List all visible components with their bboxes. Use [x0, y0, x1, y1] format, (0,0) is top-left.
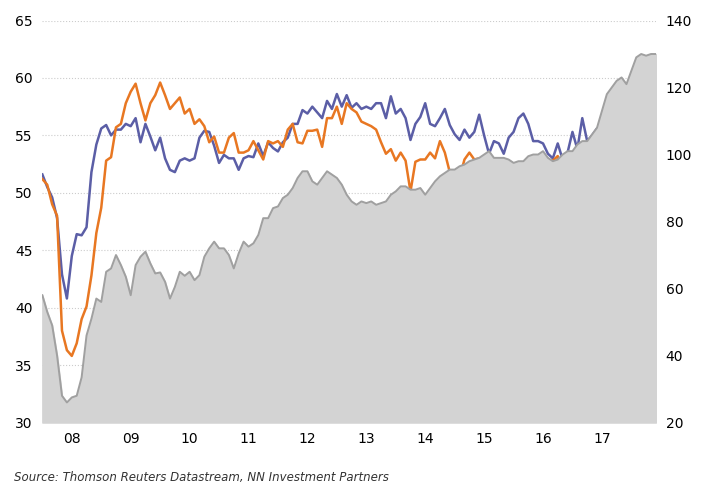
Legend: ISM Manufacturing Survey US, ISM Non-Manufacturing Survey US, Consumer confidenc: ISM Manufacturing Survey US, ISM Non-Man… — [378, 343, 638, 404]
Text: Source: Thomson Reuters Datastream, NN Investment Partners: Source: Thomson Reuters Datastream, NN I… — [14, 470, 389, 483]
